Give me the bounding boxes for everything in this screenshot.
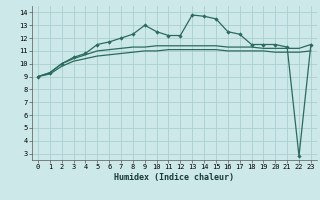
- X-axis label: Humidex (Indice chaleur): Humidex (Indice chaleur): [115, 173, 234, 182]
